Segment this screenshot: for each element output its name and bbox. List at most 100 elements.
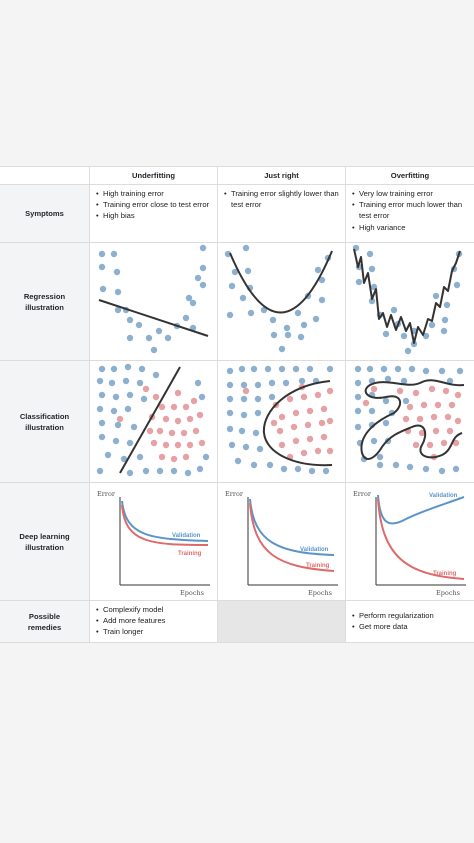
regression-overfitting: [346, 243, 474, 360]
data-point: [400, 332, 408, 340]
data-point: [99, 285, 107, 293]
data-point: [314, 391, 322, 399]
validation-curve: [121, 500, 209, 542]
data-point: [396, 387, 404, 395]
data-point: [454, 391, 462, 399]
data-point: [354, 423, 362, 431]
classification-overfitting-plot: [354, 365, 465, 475]
regression-points: [352, 244, 463, 355]
data-point: [240, 381, 248, 389]
data-point: [98, 365, 106, 373]
regression-underfitting: [90, 243, 217, 360]
data-point: [420, 401, 428, 409]
row-label-symptoms: Symptoms: [0, 185, 89, 242]
column-header-just-right: Just right: [264, 171, 299, 180]
deep-learning-underfitting-plot: Error Epochs Validation Training: [97, 490, 210, 597]
data-point: [247, 309, 255, 317]
data-point: [382, 419, 390, 427]
data-point: [269, 316, 277, 324]
data-point: [326, 387, 334, 395]
data-point: [192, 427, 200, 435]
data-point: [168, 429, 176, 437]
data-point: [96, 405, 104, 413]
data-point: [254, 381, 262, 389]
row-label-remedies: Possible remedies: [0, 601, 89, 643]
training-curve: [121, 504, 209, 546]
data-point: [110, 407, 118, 415]
row-divider: [0, 600, 474, 601]
symptom-item: High bias: [96, 210, 213, 221]
data-point: [194, 379, 202, 387]
data-point: [406, 403, 414, 411]
data-point: [366, 365, 374, 373]
data-point: [318, 276, 326, 284]
data-point: [98, 433, 106, 441]
data-point: [182, 453, 190, 461]
data-point: [231, 268, 239, 276]
data-point: [182, 314, 190, 322]
data-point: [283, 324, 291, 332]
data-point: [170, 455, 178, 463]
data-point: [110, 365, 118, 373]
row-label-deep-learning: Deep learning illustration: [0, 483, 89, 600]
remedies-underfitting: Complexify model Add more features Train…: [96, 604, 213, 638]
column-header-overfitting: Overfitting: [390, 171, 430, 180]
data-point: [292, 409, 300, 417]
data-point: [126, 439, 134, 447]
overfit-decision-boundary: [360, 379, 465, 460]
data-point: [186, 441, 194, 449]
data-point: [190, 397, 198, 405]
data-point: [402, 415, 410, 423]
data-point: [300, 321, 308, 329]
data-point: [444, 413, 452, 421]
data-point: [113, 268, 121, 276]
data-point: [250, 461, 258, 469]
data-point: [366, 250, 374, 258]
data-point: [441, 316, 449, 324]
data-point: [452, 465, 460, 473]
training-curve: [377, 498, 465, 580]
data-point: [404, 347, 412, 355]
symptoms-just-right: Training error slightly lower than test …: [224, 188, 341, 210]
data-point: [162, 441, 170, 449]
data-point: [392, 461, 400, 469]
column-divider: [89, 166, 90, 643]
data-point: [238, 427, 246, 435]
data-point: [98, 419, 106, 427]
data-point: [264, 365, 272, 373]
data-point: [292, 437, 300, 445]
data-point: [300, 449, 308, 457]
training-label: Training: [178, 551, 202, 557]
data-point: [196, 411, 204, 419]
data-point: [114, 421, 122, 429]
data-point: [268, 379, 276, 387]
row-label-remedies-text: Possible remedies: [27, 612, 62, 632]
data-point: [290, 423, 298, 431]
regression-just-right: [218, 243, 345, 360]
data-point: [368, 407, 376, 415]
data-point: [428, 321, 436, 329]
data-point: [199, 281, 207, 289]
data-point: [104, 451, 112, 459]
data-point: [376, 453, 384, 461]
data-point: [306, 435, 314, 443]
data-point: [416, 415, 424, 423]
validation-label: Validation: [429, 493, 458, 499]
data-point: [142, 467, 150, 475]
remedies-overfitting: Perform regularization Get more data: [352, 610, 470, 632]
data-point: [326, 447, 334, 455]
row-label-bg-remedies: [0, 601, 89, 643]
data-point: [412, 441, 420, 449]
data-point: [312, 315, 320, 323]
row-divider: [0, 642, 474, 643]
column-header-underfitting: Underfitting: [131, 171, 176, 180]
classification-overfitting: [346, 361, 474, 482]
data-point: [126, 391, 134, 399]
data-point: [430, 413, 438, 421]
data-point: [432, 292, 440, 300]
classification-just-right-plot: [226, 365, 334, 475]
regression-overfitting-plot: [352, 244, 463, 355]
row-label-classification-text: Classification illustration: [19, 411, 70, 432]
linear-fit-line: [98, 299, 209, 337]
data-point: [354, 393, 362, 401]
